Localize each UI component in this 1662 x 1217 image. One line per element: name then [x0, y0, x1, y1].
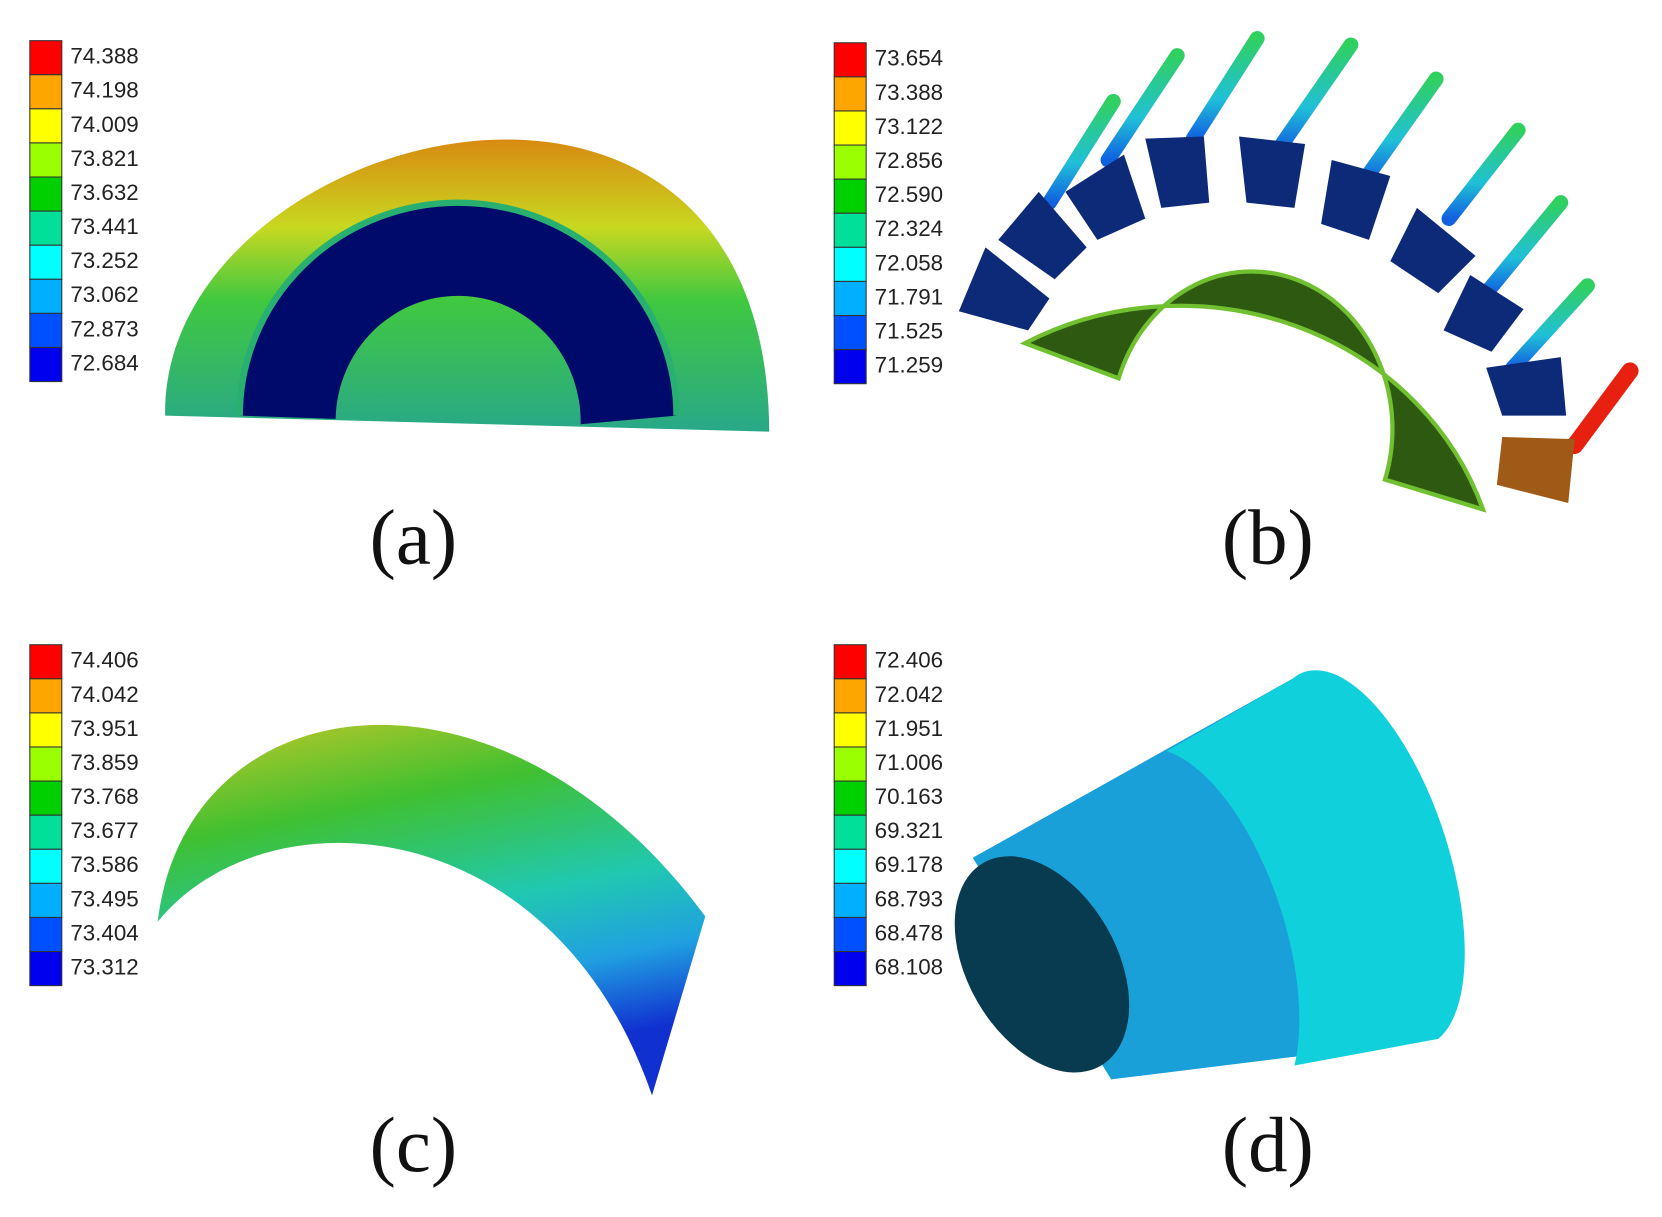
- legend-label: 68.478: [875, 920, 943, 945]
- legend-swatch: [29, 746, 63, 782]
- legend-label: 74.009: [70, 112, 138, 137]
- legend-label: 73.677: [70, 818, 138, 843]
- legend-swatch: [833, 349, 867, 385]
- model-b: [958, 31, 1639, 513]
- legend-swatch: [29, 176, 63, 212]
- legend-label: 72.856: [875, 148, 943, 173]
- legend-label: 71.791: [875, 284, 943, 309]
- legend-swatch: [29, 210, 63, 246]
- legend-label: 73.859: [70, 750, 138, 775]
- legend-label: 74.406: [70, 648, 138, 673]
- legend-label: 73.632: [70, 180, 138, 205]
- model-a: [165, 139, 770, 432]
- legend-swatch: [29, 346, 63, 383]
- legend-swatch: [29, 142, 63, 178]
- legend-label: 72.058: [875, 250, 943, 275]
- legend-swatch: [29, 712, 63, 748]
- legend-label: 71.259: [875, 353, 943, 378]
- panel-caption: (a): [370, 495, 458, 582]
- legend-label: 72.042: [875, 682, 943, 707]
- legend-swatch: [833, 814, 867, 850]
- legend-swatch: [29, 278, 63, 314]
- legend-swatch: [29, 678, 63, 714]
- legend-label: 73.441: [70, 214, 138, 239]
- legend-swatch: [833, 178, 867, 214]
- legend-label: 74.198: [70, 78, 138, 103]
- legend-label: 72.684: [70, 350, 138, 375]
- legend-swatch: [29, 814, 63, 850]
- legend-swatch: [833, 780, 867, 816]
- legend-swatch: [833, 76, 867, 112]
- legend-swatch: [833, 280, 867, 317]
- legend-swatch: [833, 42, 867, 78]
- legend-swatch: [29, 848, 63, 884]
- legend-label: 68.793: [875, 886, 943, 911]
- legend-swatch: [833, 110, 867, 146]
- legend-swatch: [29, 951, 63, 987]
- legend-swatch: [833, 882, 867, 918]
- legend-label: 69.178: [875, 852, 943, 877]
- legend-label: 72.324: [875, 216, 943, 241]
- legend-swatch: [833, 712, 867, 748]
- legend-label: 72.406: [875, 648, 943, 673]
- legend-label: 69.321: [875, 818, 943, 843]
- legend-swatch: [29, 644, 63, 680]
- legend-swatch: [833, 678, 867, 714]
- legend-swatch: [833, 951, 867, 987]
- legend-label: 72.590: [875, 182, 943, 207]
- legend-label: 71.525: [875, 318, 943, 343]
- legend-label: 71.951: [875, 716, 943, 741]
- legend-swatch: [29, 882, 63, 918]
- model-c: [157, 724, 706, 1096]
- legend-label: 73.768: [70, 784, 138, 809]
- legend-label: 73.654: [875, 46, 943, 71]
- legend-swatch: [833, 848, 867, 884]
- legend-label: 73.821: [70, 146, 138, 171]
- legend-label: 73.586: [70, 852, 138, 877]
- legend-label: 74.388: [70, 44, 138, 69]
- legend-label: 72.873: [70, 316, 138, 341]
- legend-swatch: [29, 40, 63, 76]
- legend-swatch: [29, 108, 63, 144]
- legend-swatch: [29, 74, 63, 110]
- legend-swatch: [833, 916, 867, 953]
- legend-swatch: [833, 746, 867, 782]
- panel-caption: (d): [1222, 1102, 1314, 1189]
- legend-label: 70.163: [875, 784, 943, 809]
- legend-swatch: [833, 144, 867, 180]
- legend-label: 73.122: [875, 114, 943, 139]
- legend-label: 73.062: [70, 282, 138, 307]
- legend-label: 73.252: [70, 248, 138, 273]
- panel-caption: (b): [1222, 495, 1314, 582]
- legend-swatch: [29, 916, 63, 953]
- legend-label: 73.404: [70, 920, 138, 945]
- legend-swatch: [833, 246, 867, 282]
- legend-swatch: [29, 312, 63, 349]
- panel-caption: (c): [370, 1102, 458, 1189]
- legend-label: 71.006: [875, 750, 943, 775]
- legend-label: 73.312: [70, 955, 138, 980]
- legend-swatch: [833, 314, 867, 351]
- legend-label: 73.388: [875, 80, 943, 105]
- legend-label: 73.495: [70, 886, 138, 911]
- legend-swatch: [29, 780, 63, 816]
- legend-label: 74.042: [70, 682, 138, 707]
- model-d: [954, 670, 1465, 1080]
- legend-swatch: [29, 244, 63, 280]
- legend-swatch: [833, 212, 867, 248]
- legend-swatch: [833, 644, 867, 680]
- legend-label: 73.951: [70, 716, 138, 741]
- legend-label: 68.108: [875, 955, 943, 980]
